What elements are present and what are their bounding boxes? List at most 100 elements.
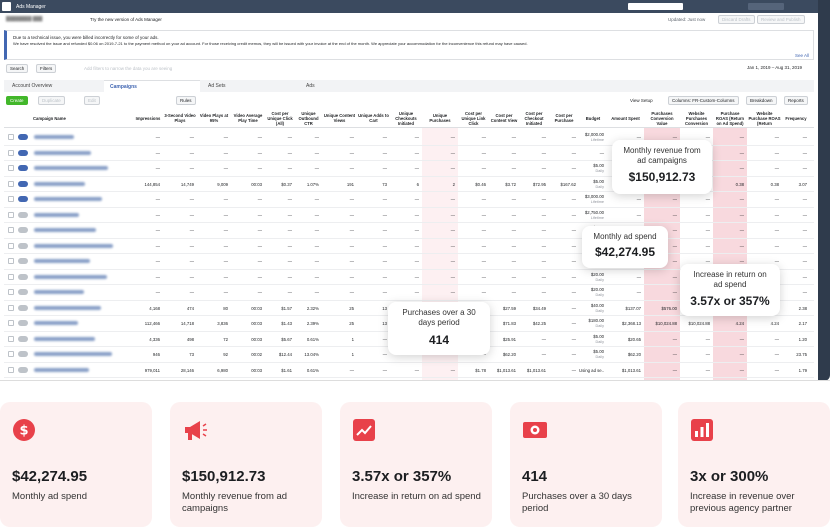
date-range[interactable]: Jan 1, 2019 – Aug 31, 2019 <box>744 64 806 71</box>
checkbox[interactable] <box>8 180 14 187</box>
table-cell: 979,011 <box>144 367 160 373</box>
toggle[interactable] <box>18 196 28 202</box>
column-header: Unique Content Views <box>323 113 356 123</box>
table-cell: — <box>672 212 677 218</box>
toggle[interactable] <box>18 211 28 218</box>
table-cell: 1.79 <box>798 367 807 373</box>
duplicate-button[interactable]: Duplicate <box>38 96 65 105</box>
column-header: Unique Checkouts Initiated <box>395 110 417 126</box>
filters-button[interactable]: Filters <box>36 64 57 73</box>
toggle[interactable] <box>18 351 28 357</box>
toggle[interactable] <box>18 335 28 342</box>
checkbox[interactable] <box>8 335 14 342</box>
table-cell: — <box>802 259 807 264</box>
reports-button[interactable]: Reports <box>784 96 808 105</box>
create-button[interactable]: Create <box>6 96 28 105</box>
table-cell: — <box>739 367 744 373</box>
table-cell: 00:03 <box>251 305 262 311</box>
table-cell: — <box>774 243 779 249</box>
column-header: Frequency <box>785 115 807 121</box>
checkbox[interactable] <box>8 196 14 202</box>
rules-button[interactable]: Rules <box>176 96 196 105</box>
checkbox[interactable] <box>8 165 14 171</box>
column-header: Video Plays at 95% <box>199 113 229 123</box>
checkbox[interactable] <box>8 242 14 249</box>
table-cell: — <box>571 259 576 264</box>
table-cell: — <box>349 197 354 202</box>
toggle[interactable] <box>18 366 28 373</box>
callout-label: Increase in return on ad spend <box>693 270 767 289</box>
stat-label: Increase in revenue over previous agency… <box>690 491 795 514</box>
tab[interactable]: Ad Sets <box>208 83 226 89</box>
toggle[interactable] <box>18 258 28 264</box>
try-new[interactable]: Try the new version of Ads Manager <box>90 17 162 22</box>
table-cell: — <box>287 197 292 202</box>
column-header: Cost per Content View <box>490 113 518 123</box>
table-cell: $5.00 <box>593 333 604 339</box>
table-cell: 4.24 <box>770 321 779 326</box>
table-cell: 00:03 <box>251 321 262 326</box>
stat-value: $150,912.73 <box>182 468 266 485</box>
toggle[interactable] <box>18 180 28 187</box>
table-cell: — <box>739 259 744 264</box>
table-cell: — <box>802 150 807 156</box>
table-header <box>4 106 814 128</box>
filter-placeholder[interactable]: Add filters to narrow the data you are s… <box>84 66 173 71</box>
checkbox[interactable] <box>8 211 14 218</box>
search-business[interactable] <box>628 3 683 10</box>
column-header: Cost per Unique Click (All) <box>267 110 293 126</box>
checkbox[interactable] <box>8 134 14 140</box>
table-cell: — <box>349 274 354 280</box>
tab[interactable]: Account Overview <box>12 83 53 89</box>
campaign-name-blurred <box>34 290 84 294</box>
tab[interactable]: Campaigns <box>104 80 200 92</box>
table-cell: 2 <box>452 181 455 187</box>
view-setup[interactable]: View Setup <box>630 98 653 103</box>
tab[interactable]: Ads <box>306 83 315 89</box>
toggle[interactable] <box>18 149 28 156</box>
checkbox[interactable] <box>8 366 14 373</box>
table-cell: — <box>414 150 419 156</box>
table-cell: 498 <box>186 336 194 342</box>
table-cell: — <box>257 290 262 295</box>
toggle[interactable] <box>18 165 28 171</box>
toggle[interactable] <box>18 289 28 295</box>
checkbox[interactable] <box>8 289 14 295</box>
checkbox[interactable] <box>8 149 14 156</box>
table-cell: 6,980 <box>217 367 228 373</box>
toggle[interactable] <box>18 320 28 326</box>
checkbox[interactable] <box>8 304 14 311</box>
breakdown-button[interactable]: Breakdown <box>746 96 777 105</box>
table-cell: — <box>450 290 455 295</box>
toggle[interactable] <box>18 242 28 249</box>
stat-value: $42,274.95 <box>12 468 88 485</box>
checkbox[interactable] <box>8 273 14 280</box>
checkbox[interactable] <box>8 227 14 233</box>
toggle[interactable] <box>18 227 28 233</box>
table-cell: 1 <box>351 352 354 357</box>
table-cell: — <box>774 197 779 202</box>
toggle[interactable] <box>18 273 28 280</box>
edit-button[interactable]: Edit <box>84 96 100 105</box>
table-cell: $3.72 <box>505 181 516 187</box>
discard-button[interactable]: Discard Drafts <box>718 15 755 24</box>
checkbox[interactable] <box>8 320 14 326</box>
see-all[interactable]: See All <box>794 53 809 58</box>
checkbox[interactable] <box>8 351 14 357</box>
table-cell: 6 <box>416 181 419 187</box>
table-cell: — <box>287 243 292 249</box>
toggle[interactable] <box>18 134 28 140</box>
search-button[interactable]: Search <box>6 64 29 73</box>
table-cell: — <box>774 259 779 264</box>
review-button[interactable]: Review and Publish <box>757 15 805 24</box>
budget-period: Daily <box>595 339 604 344</box>
checkbox[interactable] <box>8 258 14 264</box>
table-cell: — <box>450 243 455 249</box>
toggle[interactable] <box>18 304 28 311</box>
account[interactable] <box>748 3 784 10</box>
table-cell: — <box>189 274 194 280</box>
table-cell: — <box>636 135 641 140</box>
columns-button[interactable]: Columns: FR-Custom-Columns <box>668 96 739 105</box>
budget-period: Daily <box>595 169 604 173</box>
stat-card: 3x or 300% Increase in revenue over previ… <box>678 402 830 527</box>
